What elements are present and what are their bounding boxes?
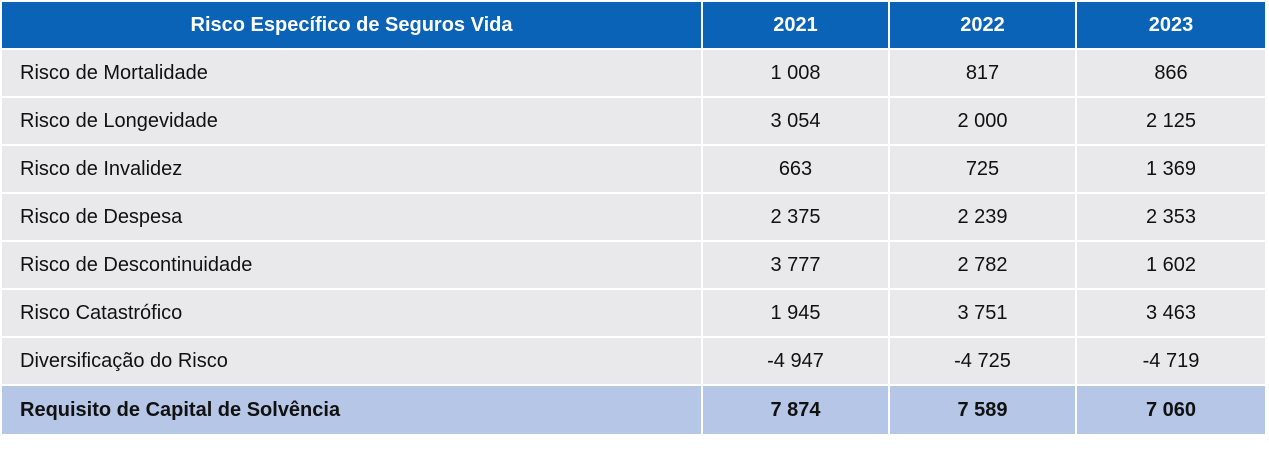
table-row: Risco de Mortalidade 1 008 817 866 (2, 50, 1265, 98)
cell-2023: 866 (1077, 50, 1265, 98)
cell-2023: 1 369 (1077, 146, 1265, 194)
cell-2021: -4 947 (703, 338, 890, 386)
life-insurance-risk-table: Risco Específico de Seguros Vida 2021 20… (2, 2, 1265, 434)
row-label: Diversificação do Risco (2, 338, 703, 386)
header-year-2023: 2023 (1077, 2, 1265, 50)
cell-2021: 1 008 (703, 50, 890, 98)
cell-2021: 1 945 (703, 290, 890, 338)
header-title: Risco Específico de Seguros Vida (2, 2, 703, 50)
cell-2021: 3 054 (703, 98, 890, 146)
total-2021: 7 874 (703, 386, 890, 434)
total-2022: 7 589 (890, 386, 1077, 434)
table-row: Risco de Invalidez 663 725 1 369 (2, 146, 1265, 194)
cell-2022: -4 725 (890, 338, 1077, 386)
table-row: Risco de Longevidade 3 054 2 000 2 125 (2, 98, 1265, 146)
cell-2022: 3 751 (890, 290, 1077, 338)
cell-2023: -4 719 (1077, 338, 1265, 386)
cell-2023: 1 602 (1077, 242, 1265, 290)
cell-2021: 663 (703, 146, 890, 194)
cell-2021: 3 777 (703, 242, 890, 290)
cell-2023: 3 463 (1077, 290, 1265, 338)
total-2023: 7 060 (1077, 386, 1265, 434)
table-row: Risco de Descontinuidade 3 777 2 782 1 6… (2, 242, 1265, 290)
cell-2021: 2 375 (703, 194, 890, 242)
cell-2022: 725 (890, 146, 1077, 194)
table-row: Diversificação do Risco -4 947 -4 725 -4… (2, 338, 1265, 386)
cell-2022: 2 239 (890, 194, 1077, 242)
row-label: Risco Catastrófico (2, 290, 703, 338)
cell-2023: 2 353 (1077, 194, 1265, 242)
row-label: Risco de Despesa (2, 194, 703, 242)
row-label: Risco de Longevidade (2, 98, 703, 146)
row-label: Risco de Mortalidade (2, 50, 703, 98)
table-header-row: Risco Específico de Seguros Vida 2021 20… (2, 2, 1265, 50)
table-row: Risco de Despesa 2 375 2 239 2 353 (2, 194, 1265, 242)
header-year-2021: 2021 (703, 2, 890, 50)
total-label: Requisito de Capital de Solvência (2, 386, 703, 434)
risk-table-container: Risco Específico de Seguros Vida 2021 20… (2, 2, 1265, 434)
total-row: Requisito de Capital de Solvência 7 874 … (2, 386, 1265, 434)
row-label: Risco de Invalidez (2, 146, 703, 194)
cell-2022: 2 782 (890, 242, 1077, 290)
cell-2022: 817 (890, 50, 1077, 98)
header-year-2022: 2022 (890, 2, 1077, 50)
cell-2022: 2 000 (890, 98, 1077, 146)
cell-2023: 2 125 (1077, 98, 1265, 146)
row-label: Risco de Descontinuidade (2, 242, 703, 290)
table-row: Risco Catastrófico 1 945 3 751 3 463 (2, 290, 1265, 338)
